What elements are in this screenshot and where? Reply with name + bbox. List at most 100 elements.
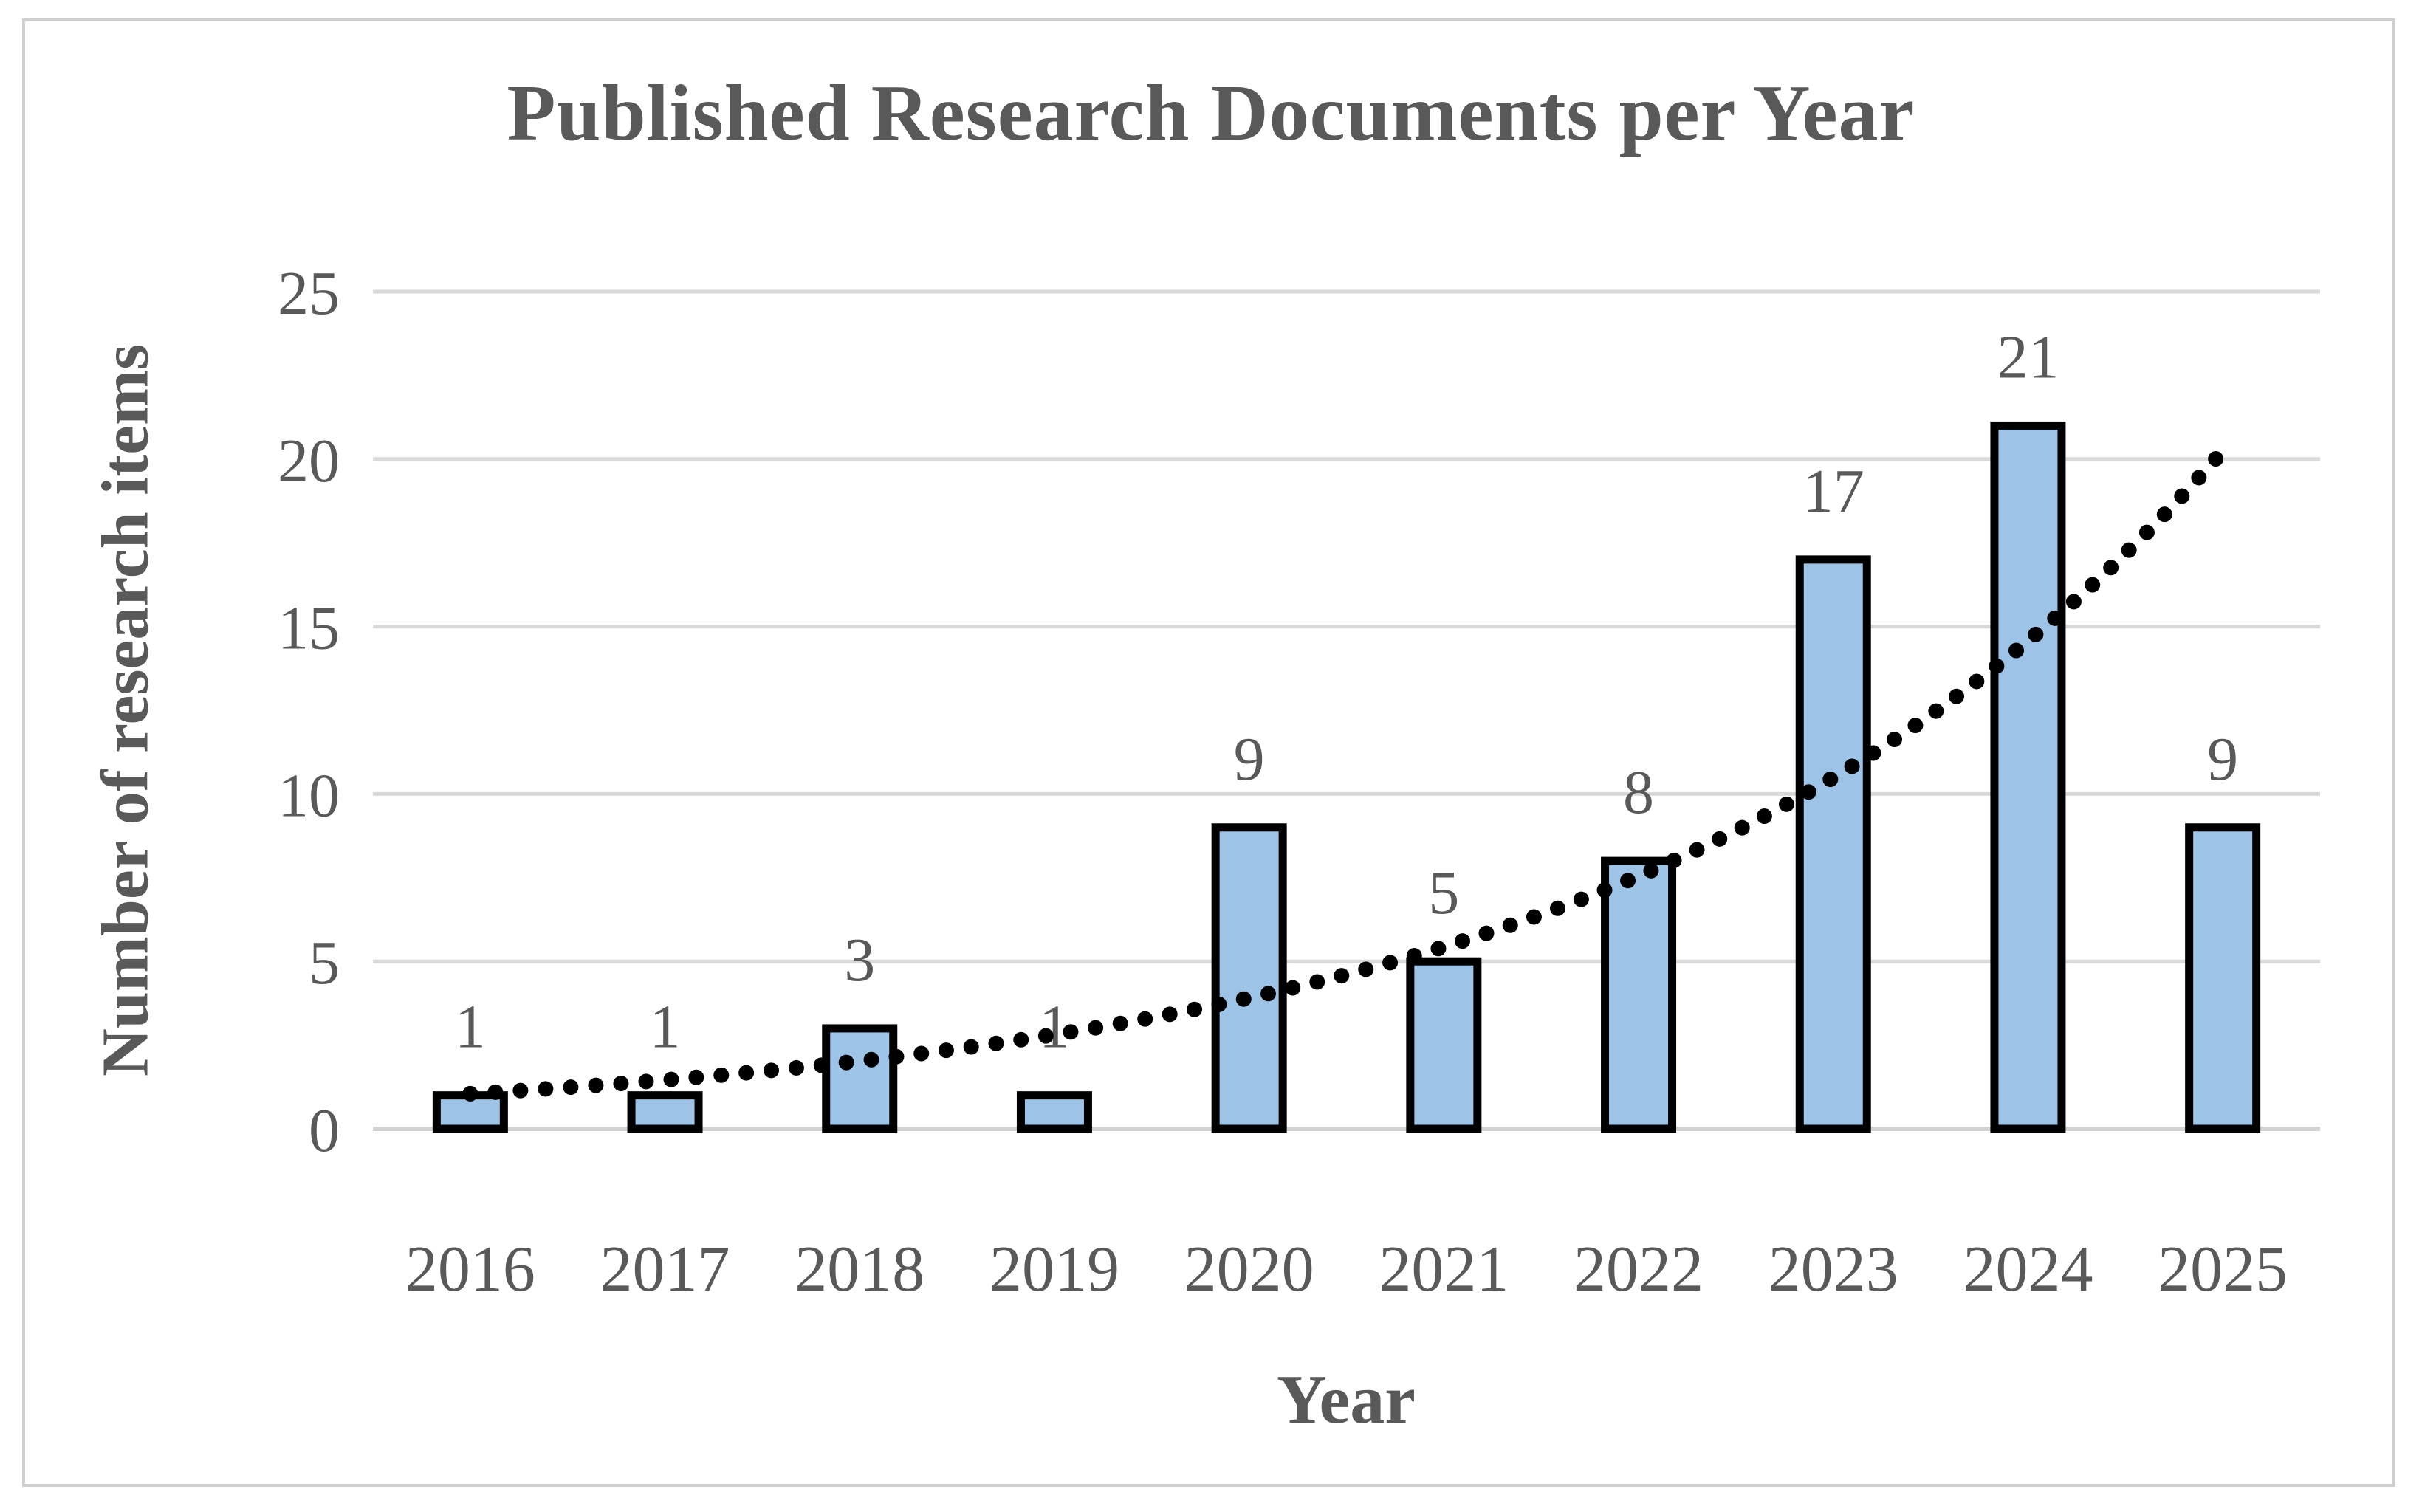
trendline-dot	[1526, 909, 1542, 925]
trendline-dot	[1734, 819, 1750, 836]
trendline-dot	[1756, 808, 1772, 825]
trendline-dot	[963, 1039, 979, 1055]
trendline-dot	[1382, 955, 1399, 971]
x-tick-label-2020: 2020	[1184, 1234, 1314, 1305]
trendline-dot	[2156, 506, 2172, 523]
trendline-dot	[788, 1059, 804, 1076]
bar-2025	[2185, 823, 2261, 1133]
trendline-dot	[1187, 1001, 1203, 1017]
trendline-dot	[1235, 991, 1252, 1007]
trendline-dot	[2208, 451, 2224, 467]
x-tick-label-2024: 2024	[1963, 1234, 2093, 1305]
trendline-dot	[1358, 961, 1374, 977]
y-tick-label-0: 0	[309, 1096, 340, 1165]
trendline-dot	[1549, 900, 1565, 916]
trendline-dot	[1013, 1031, 1029, 1048]
trendline-dot	[1037, 1028, 1054, 1044]
bar-value-label-2016: 1	[455, 993, 486, 1062]
trendline-dot	[1088, 1020, 1104, 1036]
trendline-dot	[1887, 731, 1903, 747]
x-tick-label-2021: 2021	[1379, 1234, 1509, 1305]
trendline-dot	[588, 1077, 604, 1093]
trendline-dot	[913, 1045, 930, 1062]
trendline-dot	[1822, 772, 1839, 788]
trendline-dot	[1907, 718, 1924, 734]
x-tick-label-2025: 2025	[2158, 1234, 2288, 1305]
bar-2018	[822, 1024, 898, 1133]
x-tick-label-2018: 2018	[795, 1234, 924, 1305]
y-tick-label-15: 15	[278, 594, 340, 663]
trendline-dot	[563, 1079, 579, 1096]
trendline-dot	[1455, 933, 1471, 949]
trendline-dot	[1666, 852, 1682, 868]
trendline-dot	[2138, 524, 2155, 540]
chart-title: Published Research Documents per Year	[507, 69, 1915, 157]
trendline-dot	[1063, 1024, 1079, 1040]
bar-2024	[1990, 421, 2066, 1133]
trendline-dot	[2008, 642, 2024, 659]
x-tick-label-2022: 2022	[1574, 1234, 1704, 1305]
trendline-dot	[638, 1073, 654, 1090]
bar-value-label-2024: 21	[1997, 323, 2059, 391]
trendline-dot	[1211, 996, 1227, 1012]
trendline-dot	[1162, 1006, 1178, 1023]
trendline-dot	[462, 1085, 478, 1102]
bar-value-label-2023: 17	[1802, 457, 1864, 526]
bar-2017	[627, 1091, 703, 1133]
x-tick-label-2019: 2019	[989, 1234, 1119, 1305]
trendline-dot	[1112, 1015, 1128, 1031]
trendline-dot	[738, 1065, 755, 1081]
trendline-dot	[938, 1042, 954, 1059]
trendline-dot	[1778, 796, 1794, 812]
trendline-dot	[1844, 758, 1860, 774]
trendline-dot	[1478, 925, 1495, 941]
trendline-dot	[1969, 673, 1985, 690]
bar-2020	[1211, 823, 1287, 1133]
trendline-dot	[1865, 745, 1881, 761]
trendline-dot	[2174, 488, 2190, 504]
trendline-dot	[988, 1035, 1004, 1051]
x-axis-title: Year	[1277, 1361, 1416, 1438]
bar-value-label-2021: 5	[1428, 859, 1459, 927]
trendline-dot	[1620, 873, 1636, 889]
x-tick-label-2023: 2023	[1769, 1234, 1898, 1305]
trendline-dot	[1643, 862, 1659, 879]
trendline-dot	[613, 1076, 629, 1092]
trendline-dot	[1800, 784, 1816, 800]
trendline-dot	[2103, 560, 2119, 576]
trendline-dot	[487, 1084, 504, 1100]
trendline-dot	[512, 1082, 529, 1099]
trendline-dot	[1406, 948, 1422, 964]
trendline-dot	[2191, 470, 2207, 486]
trendline-dot	[2028, 626, 2044, 642]
trendline-dot	[2085, 577, 2101, 593]
trendline-dot	[713, 1067, 730, 1083]
trendline-dot	[688, 1069, 704, 1085]
trendline-dot	[663, 1071, 679, 1087]
trendline-dot	[1430, 941, 1447, 957]
trendline-dot	[1989, 658, 2005, 674]
bar-value-label-2020: 9	[1234, 725, 1265, 794]
bar-2023	[1795, 555, 1871, 1133]
trendline-dot	[2065, 594, 2082, 610]
trendline-dot	[1309, 974, 1325, 990]
x-tick-label-2017: 2017	[600, 1234, 730, 1305]
trendline-dot	[1712, 831, 1728, 847]
bar-value-label-2017: 1	[650, 993, 681, 1062]
trendline-dot	[813, 1057, 829, 1073]
trendline-dot	[1689, 842, 1705, 858]
trendline-dot	[764, 1062, 780, 1079]
trendline-dot	[1928, 703, 1944, 719]
bar-value-label-2018: 3	[844, 926, 875, 994]
bar-2021	[1406, 957, 1482, 1133]
y-tick-label-20: 20	[278, 427, 340, 495]
trendline-dot	[1949, 688, 1965, 704]
trendline-dot	[1596, 882, 1613, 898]
trendline-dot	[2121, 542, 2137, 558]
trendline-dot	[1334, 968, 1350, 984]
bar-2022	[1601, 856, 1677, 1133]
trendline-dot	[863, 1051, 879, 1068]
x-tick-label-2016: 2016	[405, 1234, 535, 1305]
